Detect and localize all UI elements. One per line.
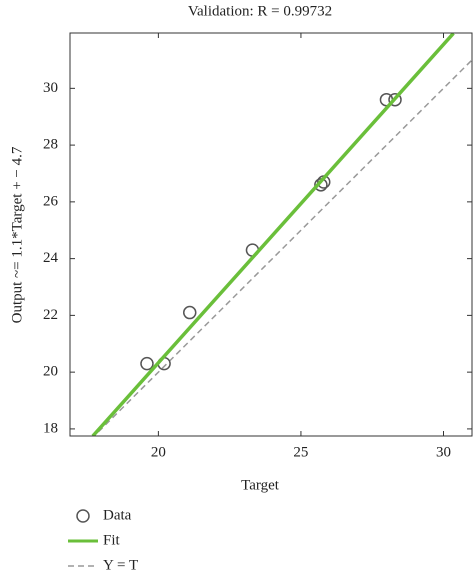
x-tick-label: 30 [436, 444, 451, 460]
y-tick-label: 20 [43, 364, 58, 380]
legend-symbol [76, 509, 90, 523]
x-tick-label: 20 [151, 444, 166, 460]
y-axis-label: Output ~= 1.1*Target + − 4.7 [9, 146, 25, 323]
line [93, 59, 472, 436]
data-point [182, 305, 197, 320]
x-axis-label: Target [241, 477, 280, 493]
line [91, 33, 455, 436]
y-tick-label: 24 [43, 250, 59, 266]
plot-frame [69, 32, 473, 437]
y-tick-label: 30 [43, 80, 58, 96]
chart-title: Validation: R = 0.99732 [188, 3, 332, 19]
y-tick-label: 18 [43, 420, 58, 436]
y-tick-label: 28 [43, 137, 58, 153]
y-tick-label: 22 [43, 307, 58, 323]
x-tick-label: 25 [293, 444, 308, 460]
y-tick-label: 26 [43, 193, 59, 209]
legend-label: Data [103, 507, 132, 523]
data-point [388, 92, 402, 107]
legend-label: Y = T [103, 557, 138, 573]
legend-label: Fit [103, 532, 121, 548]
data-point [140, 356, 154, 371]
plot-area [91, 33, 472, 436]
